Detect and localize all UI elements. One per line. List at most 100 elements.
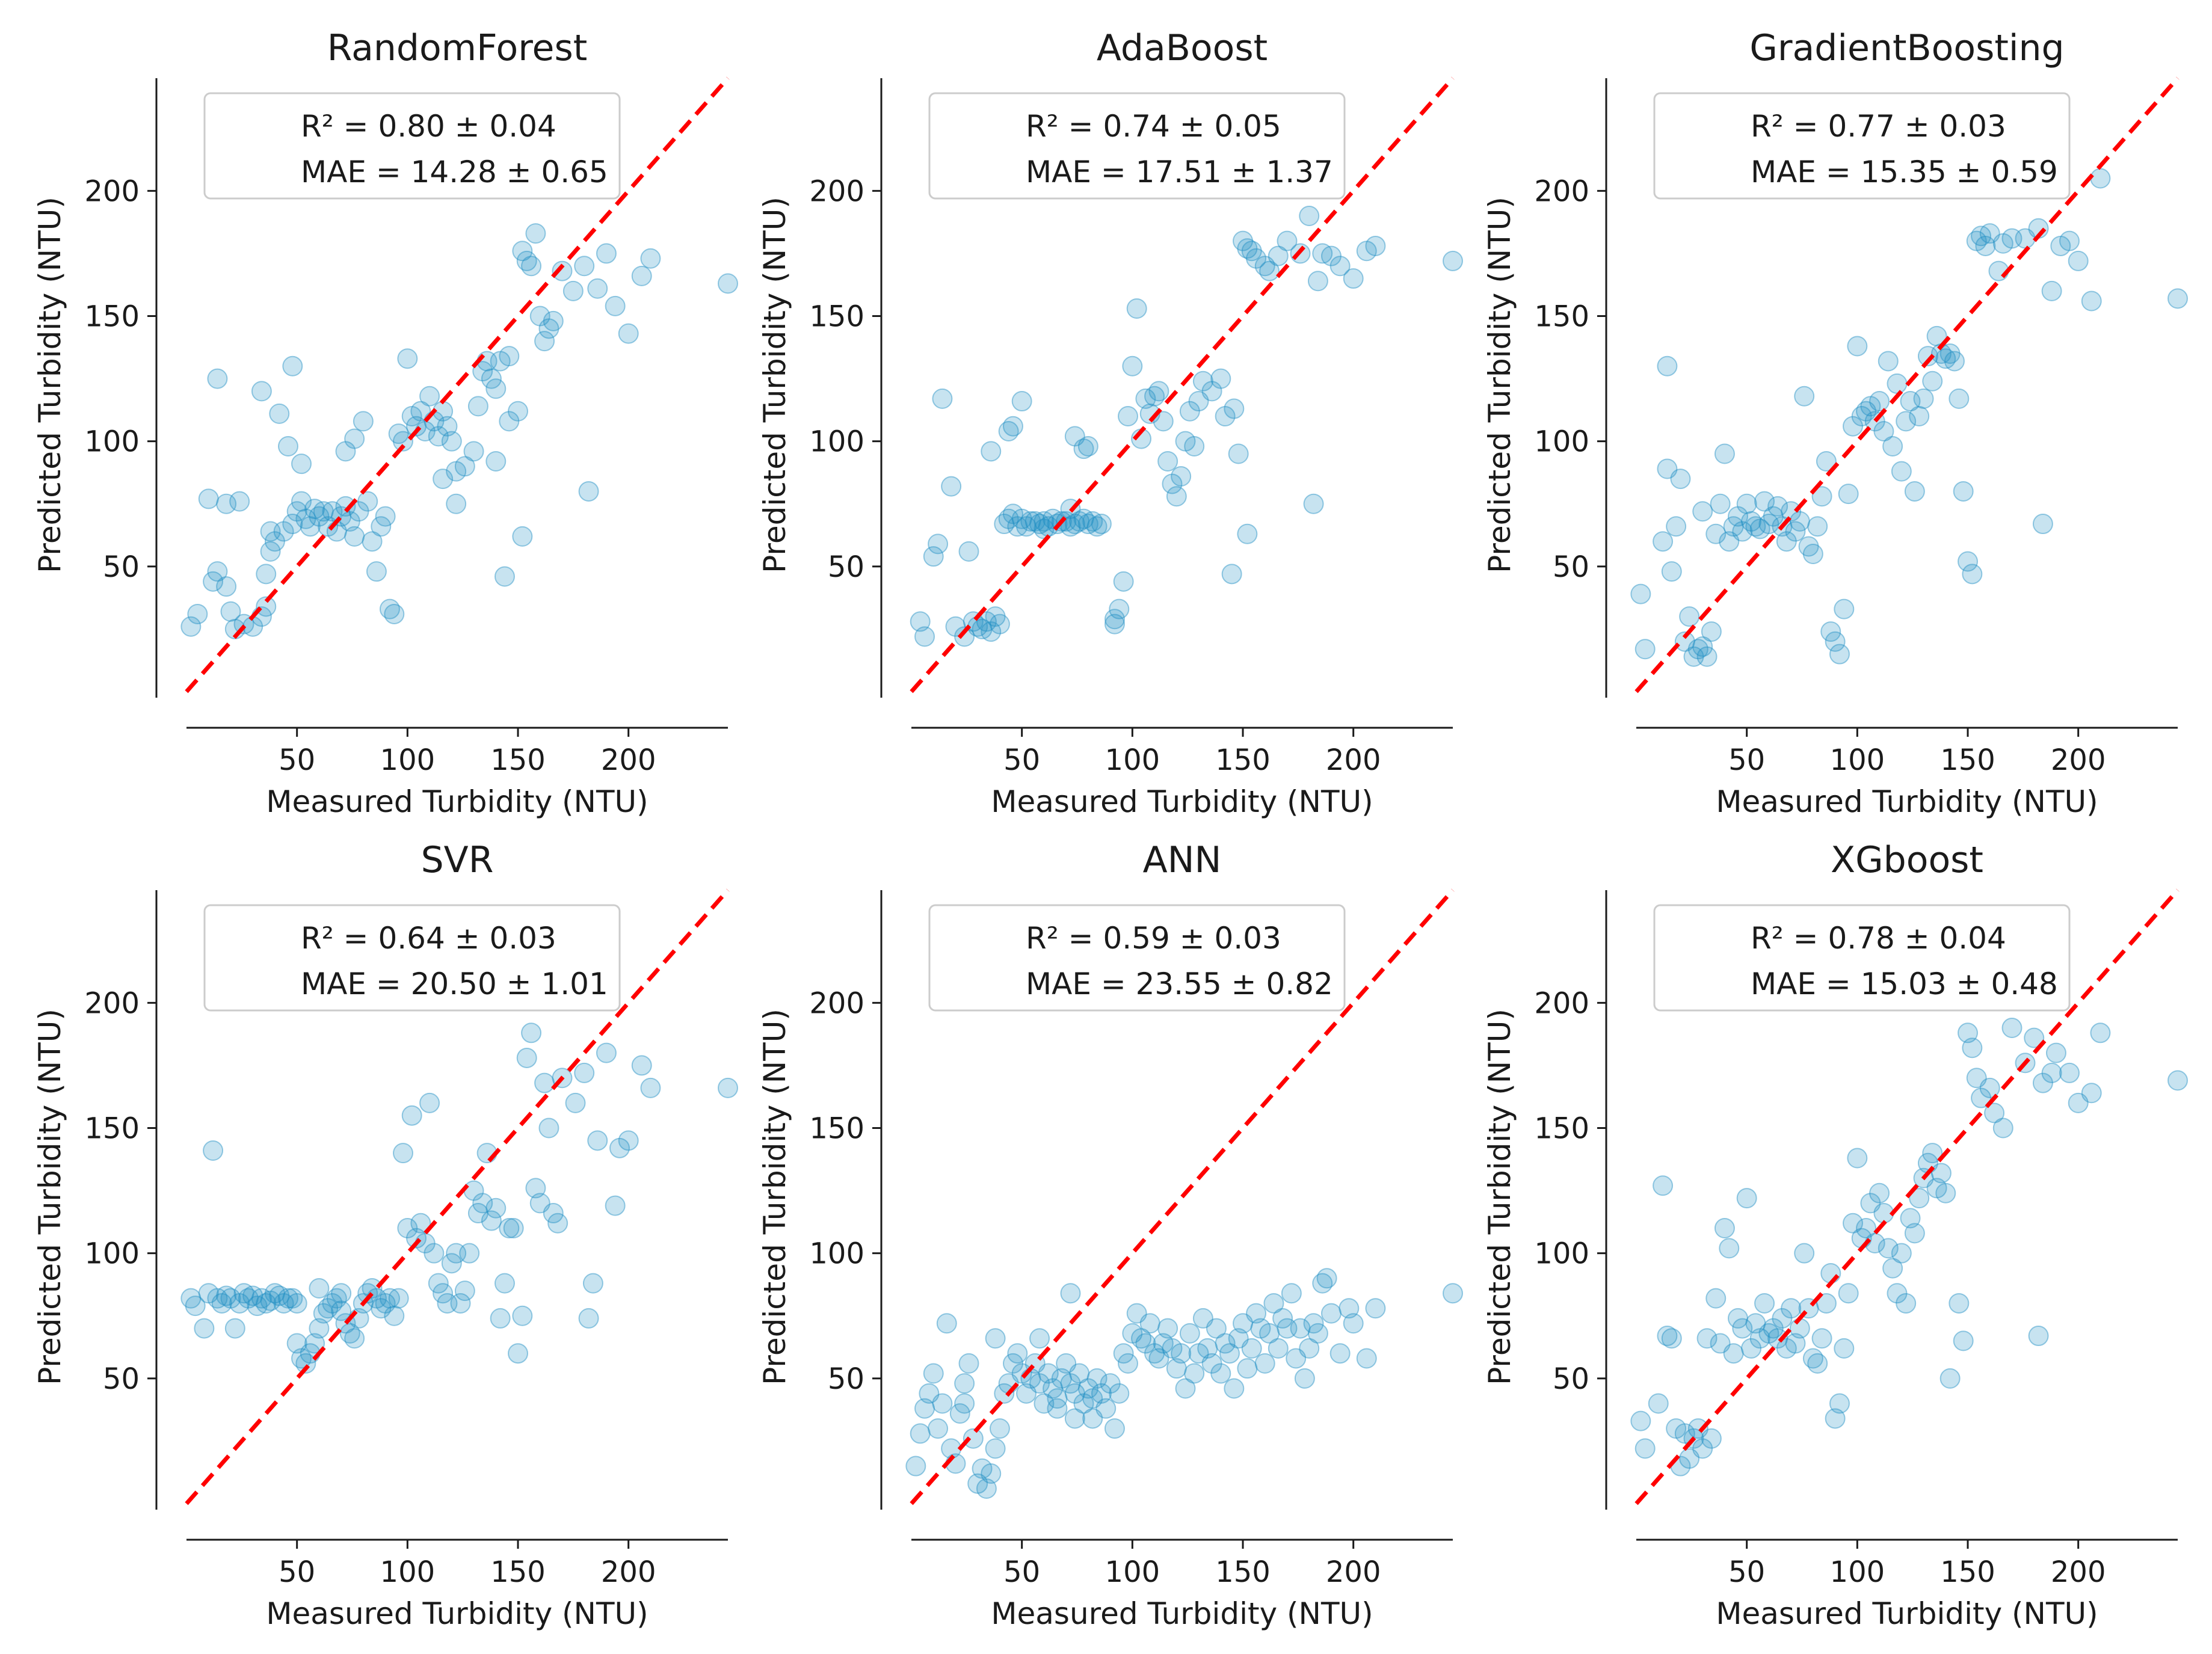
data-point <box>1904 1223 1925 1244</box>
data-point <box>291 453 312 475</box>
data-point <box>1365 235 1386 256</box>
r2-stat: R² = 0.77 ± 0.03 <box>1751 109 2006 144</box>
data-point <box>1281 1283 1302 1304</box>
x-axis-label: Measured Turbidity (NTU) <box>266 784 648 819</box>
data-point <box>1696 646 1718 667</box>
x-tick-label: 200 <box>601 743 656 777</box>
data-point <box>994 514 1015 535</box>
data-point <box>2059 1062 2080 1083</box>
data-point <box>490 1308 511 1329</box>
data-point <box>976 1478 997 1499</box>
data-point <box>1966 230 1987 251</box>
data-point <box>1794 1243 1815 1264</box>
data-point <box>1064 1383 1085 1404</box>
data-point <box>552 260 573 281</box>
data-point <box>286 501 307 522</box>
data-point <box>494 1273 515 1294</box>
subplot-title: GradientBoosting <box>1749 27 2064 69</box>
data-point <box>1679 1448 1700 1469</box>
mae-stat: MAE = 14.28 ± 0.65 <box>301 155 608 189</box>
data-point <box>1687 639 1708 660</box>
data-point <box>1073 1393 1094 1414</box>
data-point <box>1153 1333 1174 1354</box>
data-point <box>1131 1328 1152 1349</box>
data-point <box>353 411 374 432</box>
data-point <box>1162 1338 1183 1359</box>
y-tick-label: 50 <box>1553 1362 1589 1396</box>
data-point <box>1277 230 1298 251</box>
data-point <box>264 531 285 552</box>
data-point <box>1714 1218 1735 1239</box>
data-point <box>1922 1143 1943 1164</box>
data-point <box>198 1283 219 1304</box>
data-point <box>1259 260 1280 281</box>
y-tick-label: 100 <box>84 425 140 459</box>
data-point <box>384 603 405 624</box>
data-point <box>1847 336 1868 357</box>
data-point <box>1233 230 1254 251</box>
data-point <box>203 571 224 592</box>
data-point <box>1316 1268 1337 1289</box>
data-point <box>1736 1188 1757 1209</box>
data-point <box>1798 536 1819 557</box>
data-point <box>1657 458 1678 479</box>
data-point <box>543 1203 564 1224</box>
stats-legend-box <box>203 904 621 1012</box>
data-point <box>216 1285 237 1306</box>
data-point <box>309 1277 330 1299</box>
data-point <box>1754 1293 1775 1314</box>
data-point <box>1962 1038 1983 1059</box>
subplot-title: ANN <box>1143 839 1222 881</box>
data-point <box>1029 1328 1050 1349</box>
data-point <box>1179 1323 1200 1344</box>
data-point <box>1802 544 1823 565</box>
y-tick-label: 150 <box>809 1112 864 1146</box>
data-point <box>1254 256 1275 277</box>
data-point <box>1228 443 1249 464</box>
data-point <box>1692 636 1713 657</box>
data-point <box>229 1293 250 1314</box>
data-point <box>919 1383 940 1404</box>
data-point <box>1834 1338 1855 1359</box>
r2-stat: R² = 0.74 ± 0.05 <box>1026 109 1281 144</box>
data-point <box>499 411 520 432</box>
x-tick-label: 150 <box>1940 1555 1995 1589</box>
data-point <box>1277 1318 1298 1339</box>
data-point <box>928 533 949 555</box>
data-point <box>410 401 431 422</box>
data-point <box>1949 1293 1970 1314</box>
data-point <box>1891 1243 1912 1264</box>
x-tick-label: 100 <box>380 743 436 777</box>
data-point <box>467 1203 488 1224</box>
data-point <box>1904 481 1925 502</box>
r2-stat: R² = 0.59 ± 0.03 <box>1026 921 1281 956</box>
mae-stat: MAE = 15.03 ± 0.48 <box>1751 967 2058 1001</box>
stats-legend-box <box>1653 92 2071 200</box>
data-point <box>534 1072 555 1093</box>
data-point <box>309 506 330 527</box>
stats-legend-box <box>1653 904 2071 1012</box>
data-point <box>578 481 599 502</box>
data-point <box>928 1418 949 1439</box>
data-point <box>618 1130 639 1151</box>
data-point <box>260 1290 281 1311</box>
data-point <box>1091 1383 1112 1404</box>
data-point <box>1320 1303 1342 1324</box>
data-point <box>949 1403 970 1424</box>
data-point <box>433 1283 454 1304</box>
data-point <box>596 243 617 264</box>
data-point <box>1002 503 1023 524</box>
data-point <box>1320 245 1342 266</box>
y-tick-label: 100 <box>809 1237 864 1271</box>
x-tick-label: 100 <box>1830 1555 1885 1589</box>
data-point <box>220 1288 241 1309</box>
mae-stat: MAE = 17.51 ± 1.37 <box>1026 155 1333 189</box>
data-point <box>1896 411 1917 432</box>
data-point <box>393 1143 413 1164</box>
data-point <box>2167 1070 2188 1091</box>
data-point <box>1113 571 1134 592</box>
data-point <box>1126 1303 1147 1324</box>
data-point <box>1126 298 1147 319</box>
data-point <box>618 323 639 344</box>
data-point <box>1829 644 1850 665</box>
